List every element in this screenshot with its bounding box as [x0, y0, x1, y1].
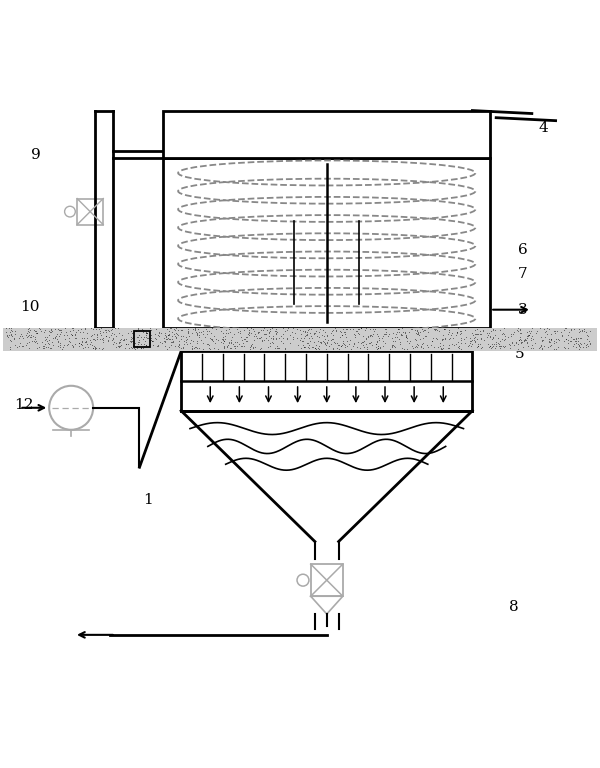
- Text: 5: 5: [515, 347, 525, 361]
- Text: 4: 4: [539, 121, 548, 135]
- Bar: [181, 351, 472, 411]
- Bar: [77, 199, 103, 225]
- Text: 1: 1: [143, 493, 153, 507]
- Bar: [163, 111, 490, 158]
- Text: 6: 6: [518, 243, 528, 257]
- Text: 13: 13: [502, 334, 521, 348]
- Bar: [311, 564, 343, 596]
- Bar: [134, 330, 150, 347]
- Text: 10: 10: [20, 300, 39, 313]
- Text: 12: 12: [14, 398, 34, 412]
- Text: 9: 9: [31, 148, 40, 162]
- Text: 7: 7: [518, 267, 528, 281]
- Bar: [163, 158, 490, 327]
- Text: 8: 8: [509, 600, 519, 614]
- Text: 11: 11: [85, 334, 104, 348]
- Bar: [3, 327, 597, 351]
- Text: 3: 3: [518, 303, 528, 316]
